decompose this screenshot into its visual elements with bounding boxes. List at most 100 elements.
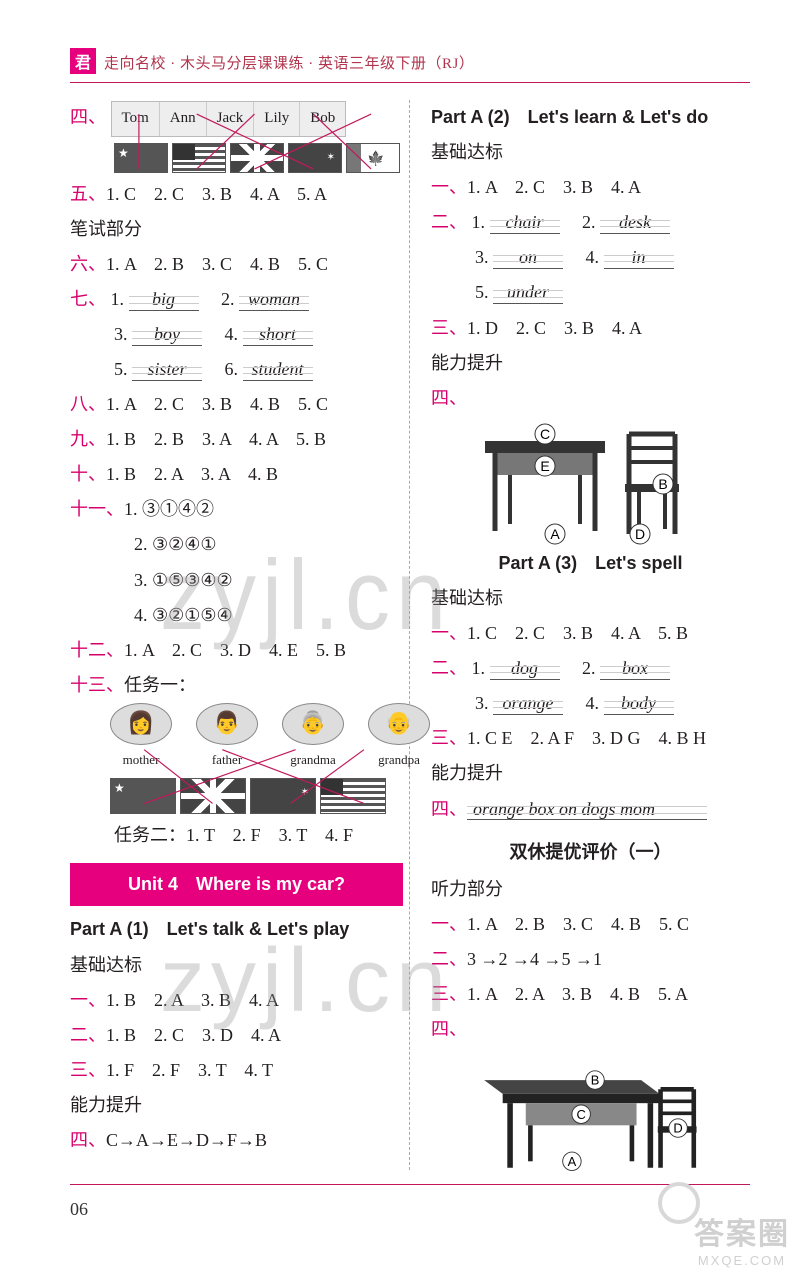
a3-l3-ans: 1. C E 2. A F 3. D G 4. B H — [467, 728, 706, 748]
a3-l1-ans: 1. C 2. C 3. B 4. A 5. B — [467, 623, 688, 643]
svg-text:C: C — [576, 1107, 585, 1122]
face-icon: 👵 — [282, 703, 344, 745]
person-label: mother — [123, 752, 160, 767]
name: Tom — [112, 102, 160, 135]
task2: 任务二：1. T 2. F 3. T 4. F — [70, 818, 403, 853]
a3-w: orange — [493, 694, 563, 715]
s7-w: student — [243, 360, 313, 381]
a2-n: 3. — [475, 247, 489, 267]
face-icon: 👴 — [368, 703, 430, 745]
wk-l1-ans: 1. A 2. B 3. C 4. B 5. C — [467, 914, 689, 934]
svg-text:B: B — [658, 476, 667, 492]
flag-us — [172, 143, 226, 173]
a3-n: 4. — [586, 693, 600, 713]
a2-n: 5. — [475, 282, 489, 302]
wk-l1-label: 一、 — [431, 914, 467, 934]
base-label: 基础达标 — [70, 948, 403, 983]
part-a3-title: Part A (3) Let's spell — [431, 546, 750, 581]
a2-n: 2. — [582, 212, 596, 232]
a2-l2-label: 二、 — [431, 212, 467, 232]
sec-11-label: 十一、 — [70, 499, 124, 519]
a1-l2-label: 二、 — [70, 1025, 106, 1045]
top-rule — [70, 82, 750, 83]
sec-4-label: 四、 — [70, 107, 106, 127]
svg-text:A: A — [550, 526, 560, 542]
base-label: 基础达标 — [431, 135, 750, 170]
person-label: father — [212, 752, 242, 767]
flag-uk — [230, 143, 284, 173]
a3-l2-label: 二、 — [431, 658, 467, 678]
svg-text:C: C — [540, 426, 550, 442]
wk-l3-label: 三、 — [431, 984, 467, 1004]
task1-label: 任务一： — [124, 675, 196, 695]
name: Lily — [254, 102, 300, 135]
name: Bob — [300, 102, 345, 135]
page-header: 走向名校 · 木头马分层课课练 · 英语三年级下册（RJ） — [104, 52, 474, 73]
a3-l4-sentence: orange box on dogs mom — [467, 800, 707, 821]
person-label: grandma — [290, 752, 335, 767]
flag-us — [320, 778, 386, 814]
name: Jack — [207, 102, 255, 135]
svg-text:D: D — [673, 1121, 682, 1136]
logo-small: MXQE.COM — [694, 1253, 790, 1268]
a2-n: 1. — [472, 212, 486, 232]
s7-n: 6. — [225, 359, 239, 379]
s11-line: 4. ③②①⑤④ — [70, 598, 403, 633]
a1-l3-label: 三、 — [70, 1060, 106, 1080]
a2-w: desk — [600, 213, 670, 234]
a3-w: dog — [490, 659, 560, 680]
a2-l3-label: 三、 — [431, 318, 467, 338]
right-column: Part A (2) Let's learn & Let's do 基础达标 一… — [425, 100, 750, 1170]
a3-n: 3. — [475, 693, 489, 713]
flag-au — [288, 143, 342, 173]
a2-n: 4. — [586, 247, 600, 267]
a2-l1-ans: 1. A 2. C 3. B 4. A — [467, 177, 641, 197]
desk-chair-diagram: C E A B D — [475, 416, 715, 546]
s7-w: woman — [239, 290, 309, 311]
s11-line: 3. ①⑤③④② — [70, 563, 403, 598]
listen-label: 听力部分 — [431, 872, 750, 907]
corner-logo: 答案圈 MXQE.COM — [694, 1209, 790, 1268]
a1-l1-label: 一、 — [70, 990, 106, 1010]
s7-n: 5. — [114, 359, 128, 379]
a2-w: in — [604, 248, 674, 269]
a1-l3-ans: 1. F 2. F 3. T 4. T — [106, 1060, 273, 1080]
sec-10-ans: 1. B 2. A 3. A 4. B — [106, 464, 278, 484]
page-icon: 君 — [70, 48, 96, 74]
sec-6-label: 六、 — [70, 254, 106, 274]
part-a2-title: Part A (2) Let's learn & Let's do — [431, 100, 750, 135]
base-label: 基础达标 — [431, 581, 750, 616]
wk-l2-ans: 3 →2 →4 →5 →1 — [467, 949, 602, 969]
weekend-title: 双休提优评价（一） — [431, 835, 750, 870]
flag-cn — [114, 143, 168, 173]
wk-l3-ans: 1. A 2. A 3. B 4. B 5. A — [467, 984, 688, 1004]
s7-w: sister — [132, 360, 202, 381]
name: Ann — [160, 102, 207, 135]
left-column: 四、 Tom Ann Jack Lily Bob 五、1. C 2. C — [70, 100, 410, 1170]
svg-text:B: B — [591, 1073, 600, 1088]
sec-12-label: 十二、 — [70, 640, 124, 660]
content: 四、 Tom Ann Jack Lily Bob 五、1. C 2. C — [70, 100, 750, 1170]
desk-chair-diagram-2: B C A D — [475, 1047, 715, 1187]
face-icon: 👩 — [110, 703, 172, 745]
sec-10-label: 十、 — [70, 464, 106, 484]
sec-12-ans: 1. A 2. C 3. D 4. E 5. B — [124, 640, 346, 660]
a3-l1-label: 一、 — [431, 623, 467, 643]
face-icon: 👨 — [196, 703, 258, 745]
person-label: grandpa — [378, 752, 420, 767]
sec-5-ans: 1. C 2. C 3. B 4. A 5. A — [106, 184, 327, 204]
bottom-rule — [70, 1184, 750, 1185]
flag-uk — [180, 778, 246, 814]
s11-line: 2. ③②④① — [70, 527, 403, 562]
s7-w: boy — [132, 325, 202, 346]
s7-n: 3. — [114, 324, 128, 344]
a2-w: under — [493, 283, 563, 304]
sec-6-ans: 1. A 2. B 3. C 4. B 5. C — [106, 254, 328, 274]
page-number: 06 — [70, 1199, 88, 1220]
a3-w: body — [604, 694, 674, 715]
sec-9-label: 九、 — [70, 429, 106, 449]
a1-l4-label: 四、 — [70, 1130, 106, 1150]
s7-n: 4. — [225, 324, 239, 344]
a3-n: 1. — [472, 658, 486, 678]
logo-big: 答案圈 — [694, 1209, 790, 1253]
